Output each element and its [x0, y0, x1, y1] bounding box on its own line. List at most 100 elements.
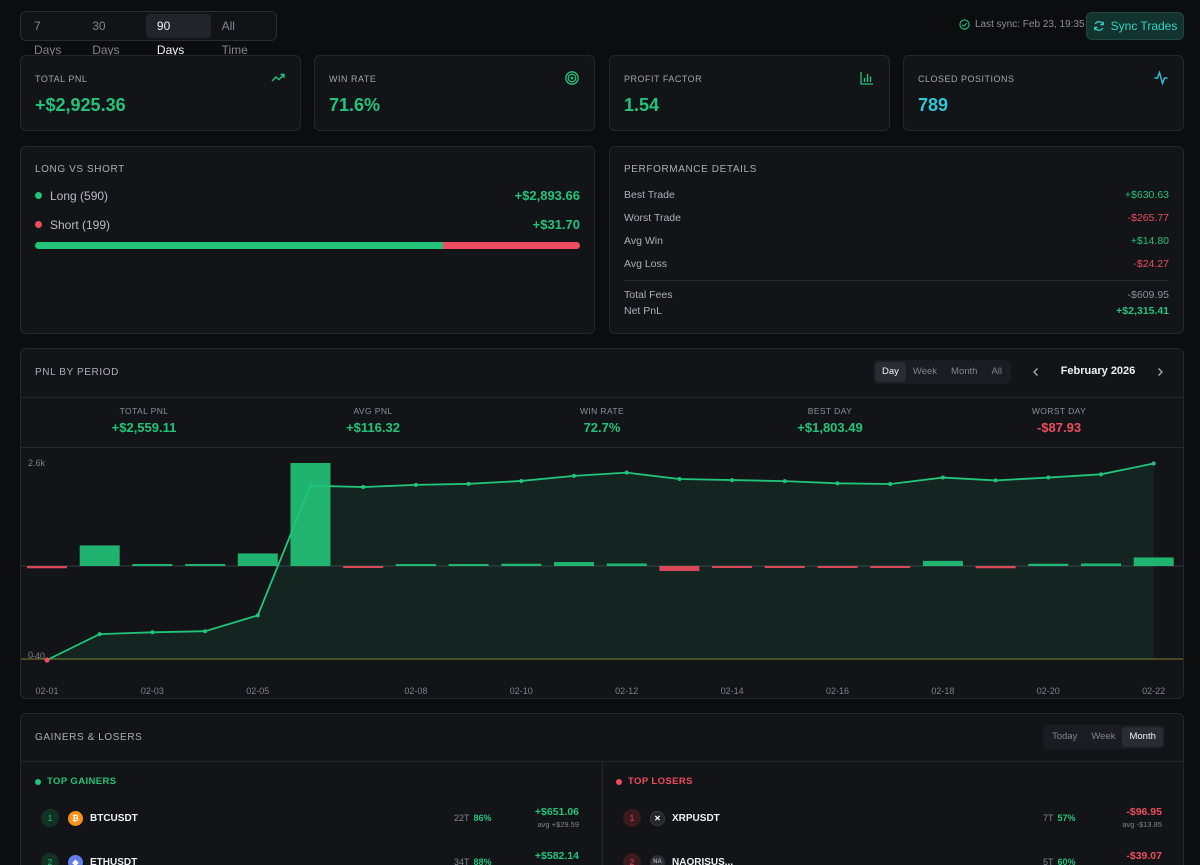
kpi-value: +$116.32 — [346, 420, 400, 435]
stat-value: +$2,925.36 — [35, 95, 126, 115]
x-tick-label: 02-10 — [510, 686, 533, 696]
kpi-label: AVG PNL — [353, 406, 393, 416]
perf-row-avg-win: Avg Win +$14.80 — [624, 235, 1169, 247]
losers-dot — [616, 778, 622, 785]
daily-pnl-bar — [132, 564, 173, 566]
gainer-row[interactable]: 1 ₿ BTCUSDT — [41, 803, 138, 833]
perf-value: -$609.95 — [1127, 289, 1169, 301]
top-gainers-title: TOP GAINERS — [47, 776, 117, 787]
long-short-card: LONG VS SHORT Long (590) +$2,893.66 Shor… — [20, 146, 595, 334]
trade-count: 22T — [454, 813, 470, 823]
rank-badge: 2 — [41, 853, 59, 865]
range-tab-30d[interactable]: 30 Days — [92, 19, 120, 57]
tab-all[interactable]: All — [991, 366, 1002, 377]
gainers-period-tabs: Today Week Month — [1043, 725, 1165, 749]
daily-pnl-bar — [395, 564, 436, 566]
pnl-amount: +$582.14 — [534, 850, 579, 862]
top-losers-heading: TOP LOSERS — [616, 776, 693, 787]
daily-pnl-bar — [343, 566, 384, 568]
gainers-dot — [35, 778, 41, 785]
rank-badge: 2 — [623, 853, 641, 865]
chevron-left-icon[interactable] — [1030, 366, 1042, 378]
loser-row[interactable]: 2 NA NAORISUS... — [623, 847, 733, 865]
cumulative-point — [1151, 461, 1156, 466]
y-tick-label: 0 — [28, 650, 33, 660]
kpi-label: WIN RATE — [579, 406, 625, 416]
trade-stats: 5T 60% — [1043, 857, 1076, 865]
perf-label: Net PnL — [624, 305, 662, 317]
perf-label: Worst Trade — [624, 212, 681, 224]
tab-day[interactable]: Day — [875, 362, 906, 382]
pnl-value: -$39.07 — [1082, 850, 1162, 864]
range-tab-90d[interactable]: 90 Days — [145, 14, 211, 57]
perf-row-worst-trade: Worst Trade -$265.77 — [624, 212, 1169, 224]
gainers-losers-card: GAINERS & LOSERS — [20, 713, 1184, 865]
daily-pnl-bar — [922, 560, 963, 566]
stat-card-closed-positions: CLOSED POSITIONS 789 — [903, 55, 1184, 131]
trade-count: 34T — [454, 857, 470, 865]
tab-month[interactable]: Month — [951, 366, 978, 377]
cumulative-point — [1099, 472, 1103, 477]
range-tab-7d[interactable]: 7 Days — [34, 19, 62, 57]
x-tick-label: 02-05 — [246, 686, 269, 696]
cumulative-point — [782, 479, 787, 484]
pnl-amount: +$651.06 — [534, 806, 579, 818]
kpi-best-day: BEST DAY +$1,803.49 — [730, 406, 930, 435]
daily-pnl-bar — [554, 562, 594, 566]
cumulative-point — [255, 613, 260, 618]
ethereum-icon: ◆ — [68, 854, 83, 865]
bitcoin-icon: ₿ — [68, 810, 83, 826]
stat-card-profit-factor: PROFIT FACTOR 1.54 — [609, 55, 890, 131]
section-title: PNL BY PERIOD — [35, 367, 119, 378]
range-tabs: 7 Days 30 Days 90 Days All Time — [20, 11, 277, 57]
short-row: Short (199) +$31.70 — [35, 217, 580, 232]
cumulative-point — [677, 476, 682, 481]
cumulative-point — [572, 473, 576, 478]
cumulative-point — [44, 657, 50, 663]
xrp-icon: ✕ — [650, 810, 665, 826]
cumulative-point — [940, 475, 945, 480]
tab-week[interactable]: Week — [912, 366, 938, 377]
trade-count: 5T — [1043, 857, 1054, 865]
sync-trades-button[interactable]: Sync Trades — [1086, 12, 1184, 40]
symbol: BTCUSDT — [90, 812, 138, 824]
section-title: LONG VS SHORT — [35, 164, 125, 175]
daily-pnl-bar — [27, 566, 67, 569]
check-circle-icon — [959, 19, 970, 30]
pnl-value: +$651.06 avg +$29.59 — [500, 806, 579, 829]
range-tab-all-time[interactable]: All Time — [221, 19, 248, 57]
short-value: +$31.70 — [532, 217, 580, 232]
daily-pnl-bar — [237, 553, 278, 566]
cumulative-area — [47, 463, 1154, 660]
pnl-chart: 2.6k 0-40 02-01 02-03 02-05 02-08 02-10 02-12 02… — [21, 458, 1183, 696]
perf-label: Total Fees — [624, 289, 673, 301]
cumulative-point — [361, 485, 366, 490]
perf-value: -$24.27 — [1133, 258, 1169, 270]
daily-pnl-bar — [659, 566, 700, 572]
stat-value: 1.54 — [624, 95, 660, 115]
tab-month[interactable]: Month — [1122, 727, 1163, 747]
cumulative-point — [835, 481, 840, 486]
trade-stats: 22T 86% — [454, 813, 492, 823]
pnl-amount: -$96.95 — [1126, 806, 1162, 818]
divider — [624, 280, 1169, 281]
pnl-avg: avg -$13.85 — [1122, 820, 1162, 829]
tab-week[interactable]: Week — [1091, 731, 1116, 742]
loser-row[interactable]: 1 ✕ XRPUSDT — [623, 803, 720, 833]
x-tick-label: 02-16 — [826, 686, 849, 696]
trending-up-icon — [271, 73, 285, 82]
win-rate: 57% — [1057, 813, 1076, 823]
gainer-row[interactable]: 2 ◆ ETHUSDT — [41, 847, 137, 865]
period-granularity-tabs: Day Week Month All — [873, 360, 1011, 384]
perf-value: +$2,315.41 — [1116, 305, 1169, 317]
chevron-right-icon[interactable] — [1154, 366, 1166, 378]
perf-row-total-fees: Total Fees -$609.95 — [624, 289, 1169, 301]
stat-label: PROFIT FACTOR — [624, 74, 703, 84]
trade-stats: 34T 88% — [454, 857, 492, 865]
current-month: February 2026 — [1060, 365, 1136, 377]
sync-status: Last sync: Feb 23, 19:35 — [959, 19, 1085, 30]
x-tick-label: 02-22 — [1142, 686, 1165, 696]
kpi-value: +$1,803.49 — [797, 420, 863, 435]
perf-row-avg-loss: Avg Loss -$24.27 — [624, 258, 1169, 270]
tab-today[interactable]: Today — [1052, 731, 1078, 742]
